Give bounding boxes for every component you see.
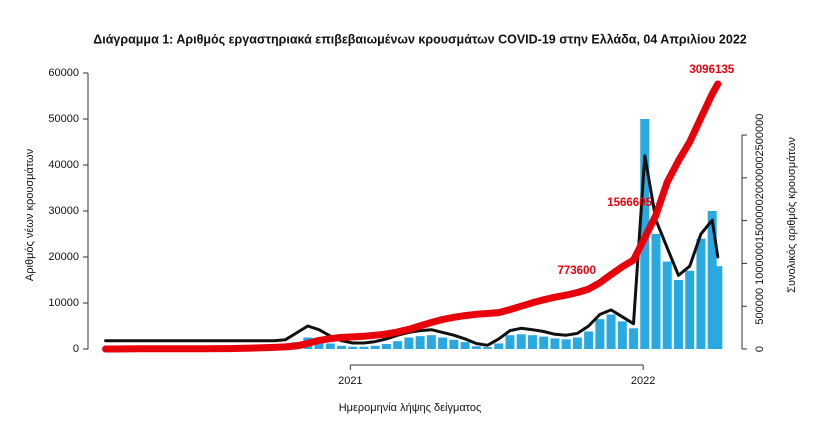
bar [359, 347, 368, 349]
y-tick-label: 50000 [48, 113, 79, 125]
y-tick-label: 60000 [48, 67, 79, 79]
bar [629, 328, 638, 349]
bar [483, 347, 492, 349]
bar [404, 338, 413, 350]
bar [326, 343, 335, 349]
bar [505, 335, 514, 349]
bar [337, 346, 346, 349]
bar [674, 280, 683, 349]
chart-title: Διάγραμμα 1: Αριθμός εργαστηριακά επιβεβ… [93, 32, 747, 46]
bar [550, 338, 559, 349]
bar [573, 338, 582, 350]
line [106, 84, 718, 349]
y2-tick-label: 500000 [754, 288, 766, 325]
y2-tick-label: 1500000 [754, 199, 766, 242]
bar [449, 340, 458, 349]
bar [663, 262, 672, 349]
annotation: 3096135 [689, 64, 734, 76]
bar [595, 319, 604, 349]
bar [539, 337, 548, 349]
y-tick-label: 10000 [48, 297, 79, 309]
y-axis-label: Αριθμός νέων κρουσμάτων [24, 148, 36, 281]
y2-axis-label: Συνολικός αριθμός κρουσμάτων [786, 137, 798, 293]
bar [472, 346, 481, 349]
annotation: 773600 [557, 265, 595, 277]
bar [461, 342, 470, 349]
bar [584, 332, 593, 349]
bar [517, 334, 526, 349]
x-axis-label: Ημερομηνία λήψης δείγματος [339, 402, 482, 414]
y-tick-label: 30000 [48, 205, 79, 217]
y2-tick-label: 2500000 [754, 114, 766, 157]
bar [382, 344, 391, 349]
y-tick-label: 20000 [48, 251, 79, 263]
bar [528, 335, 537, 349]
y2-tick-label: 1000000 [754, 242, 766, 285]
y-tick-label: 40000 [48, 159, 79, 171]
bar [562, 339, 571, 349]
bar [685, 271, 694, 349]
bar [618, 321, 627, 349]
bar [427, 335, 436, 349]
bar [393, 341, 402, 349]
y2-tick-label: 2000000 [754, 156, 766, 199]
bar [696, 239, 705, 349]
x-tick-label: 2022 [631, 375, 655, 387]
bar [713, 266, 722, 349]
bar [494, 343, 503, 349]
y-tick-label: 0 [73, 343, 79, 355]
bar [652, 234, 661, 349]
bar [416, 336, 425, 349]
bar [607, 315, 616, 350]
line [106, 156, 718, 345]
annotation: 1566605 [607, 197, 652, 209]
bar [348, 347, 357, 349]
x-tick-label: 2021 [338, 375, 362, 387]
bar [371, 346, 380, 349]
bar [438, 338, 447, 350]
y2-tick-label: 0 [754, 346, 766, 352]
